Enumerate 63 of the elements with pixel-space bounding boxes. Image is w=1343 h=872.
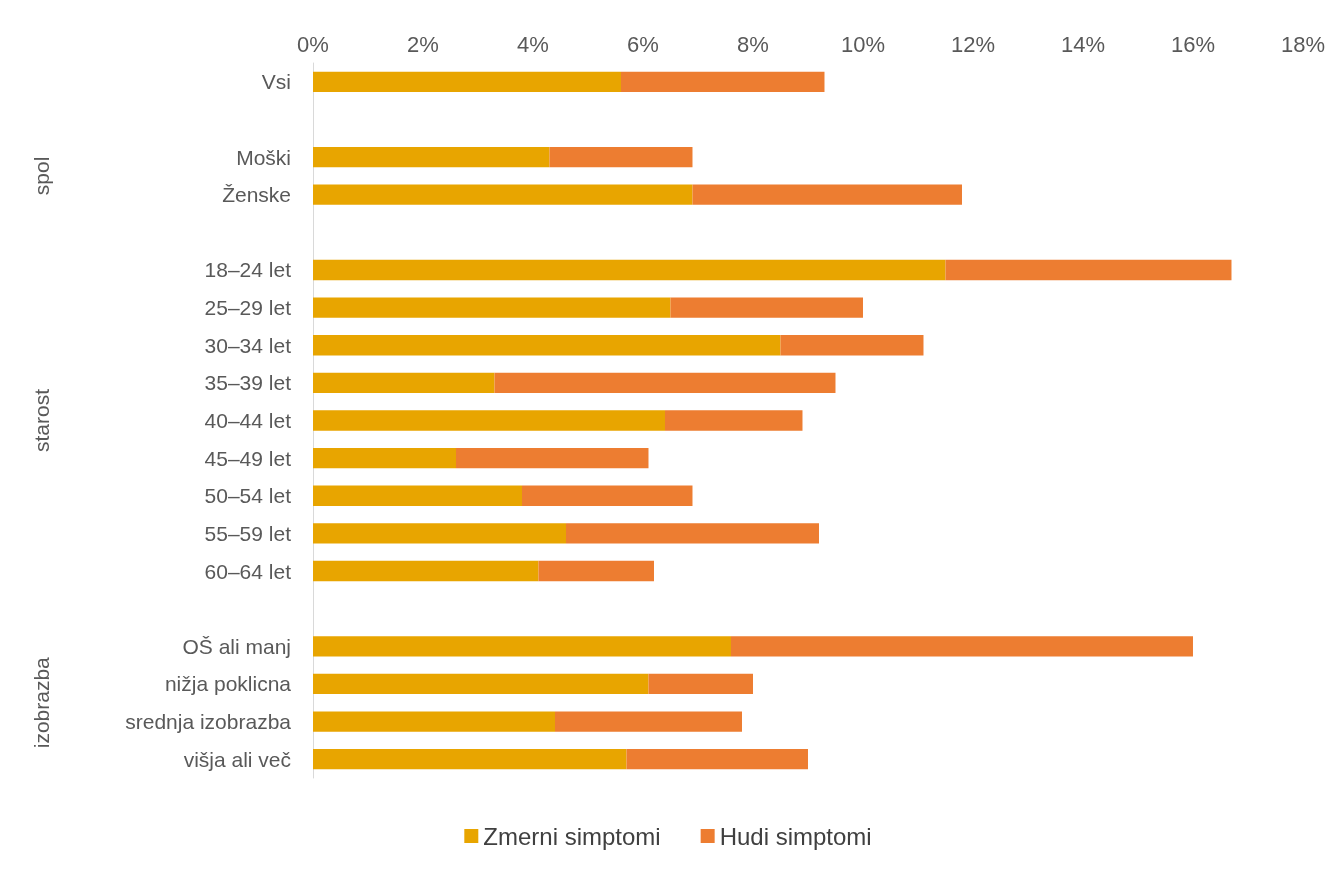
bar <box>730 636 1193 657</box>
bar <box>313 184 693 205</box>
text: starost <box>29 388 53 453</box>
bar <box>538 560 654 582</box>
x-tick-label: 6% <box>627 31 659 57</box>
bar <box>313 259 946 281</box>
bar <box>626 749 808 770</box>
bar <box>522 485 693 506</box>
bar <box>313 560 539 582</box>
y-tick-label: OŠ ali manj <box>182 634 291 658</box>
legend-label: Hudi simptomi <box>719 822 872 850</box>
bar <box>313 636 731 657</box>
bar <box>494 372 836 394</box>
bar <box>313 410 665 431</box>
bar <box>313 335 781 356</box>
bar <box>664 410 803 431</box>
bar <box>780 335 924 356</box>
y-tick-label: 40–44 let <box>204 409 292 432</box>
bar <box>313 146 550 168</box>
bar <box>313 523 566 544</box>
bar <box>313 485 522 506</box>
bar <box>648 673 753 695</box>
y-tick-label: 18–24 let <box>204 258 292 282</box>
x-tick-label: 0% <box>297 31 329 57</box>
bar <box>313 71 621 92</box>
text: izobrazba <box>29 656 53 749</box>
x-tick-label: 14% <box>1060 31 1106 57</box>
y-tick-label: 25–29 let <box>204 296 292 320</box>
x-tick-label: 18% <box>1280 31 1326 57</box>
bar <box>313 447 456 469</box>
y-tick-label: 35–39 let <box>204 371 292 395</box>
y-tick-label: višja ali več <box>183 747 291 771</box>
x-tick-label: 16% <box>1170 31 1216 57</box>
y-tick-label: 50–54 let <box>204 484 292 508</box>
bar <box>313 711 555 732</box>
bar <box>549 146 693 168</box>
y-tick-label: Vsi <box>261 70 291 94</box>
bar <box>313 673 649 695</box>
y-tick-label: 55–59 let <box>204 521 292 545</box>
y-tick-label: 60–64 let <box>204 559 292 583</box>
y-tick-label: 30–34 let <box>204 333 292 357</box>
x-tick-label: 2% <box>407 31 439 57</box>
bar <box>566 523 819 544</box>
y-tick-label: Ženske <box>222 183 291 207</box>
text: spol <box>29 156 53 196</box>
y-tick-label: nižja poklicna <box>164 672 292 696</box>
x-tick-label: 10% <box>840 31 886 57</box>
bar <box>692 184 962 205</box>
bar <box>313 297 671 318</box>
y-tick-label: srednja izobrazba <box>125 710 292 734</box>
bar <box>670 297 863 318</box>
bar <box>456 447 649 469</box>
y-tick-label: 45–49 let <box>204 446 292 470</box>
bar <box>313 372 495 394</box>
bar <box>555 711 742 732</box>
bar <box>945 259 1232 281</box>
legend-label: Zmerni simptomi <box>483 822 661 850</box>
y-tick-label: Moški <box>236 145 291 169</box>
x-tick-label: 4% <box>517 31 549 57</box>
x-tick-label: 12% <box>950 31 996 57</box>
bar <box>313 749 627 770</box>
bar <box>621 71 825 92</box>
x-tick-label: 8% <box>737 31 769 57</box>
